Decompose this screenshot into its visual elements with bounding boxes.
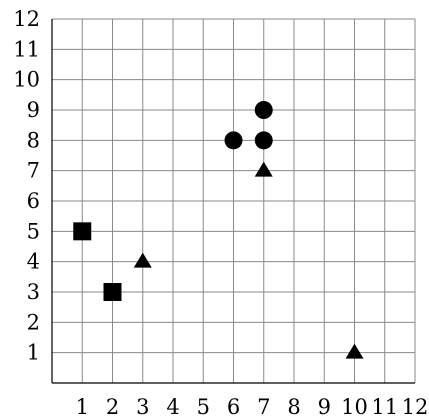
triangle-point bbox=[133, 252, 152, 268]
y-tick-label: 5 bbox=[27, 219, 40, 243]
x-tick-label: 5 bbox=[197, 395, 210, 419]
x-tick-label: 2 bbox=[106, 395, 119, 419]
y-tick-label: 3 bbox=[27, 280, 40, 304]
circle-point bbox=[224, 131, 243, 150]
circle-point bbox=[254, 101, 273, 119]
x-tick-label: 9 bbox=[318, 395, 331, 419]
x-tick-label: 4 bbox=[166, 395, 179, 419]
triangle-point bbox=[254, 161, 273, 177]
square-point bbox=[103, 283, 122, 301]
y-tick-label: 12 bbox=[13, 7, 40, 31]
y-tick-label: 6 bbox=[27, 189, 40, 213]
x-tick-label: 7 bbox=[257, 395, 270, 419]
y-tick-label: 2 bbox=[27, 310, 40, 334]
x-tick-label: 10 bbox=[341, 395, 368, 419]
y-tick-label: 11 bbox=[13, 37, 40, 61]
triangle-point bbox=[345, 343, 364, 359]
data-points bbox=[73, 101, 364, 359]
y-tick-label: 4 bbox=[27, 250, 40, 274]
y-tick-label: 10 bbox=[13, 68, 40, 92]
x-tick-label: 1 bbox=[76, 395, 89, 419]
x-tick-label: 8 bbox=[287, 395, 300, 419]
x-tick-labels: 1 2 3 4 5 6 7 8 9 10 11 12 bbox=[76, 395, 429, 419]
y-tick-label: 1 bbox=[27, 341, 40, 365]
circle-point bbox=[254, 131, 273, 150]
x-tick-label: 3 bbox=[136, 395, 149, 419]
y-tick-label: 9 bbox=[27, 98, 40, 122]
grid bbox=[52, 18, 416, 383]
x-tick-label: 6 bbox=[227, 395, 240, 419]
y-tick-label: 7 bbox=[27, 159, 40, 183]
axes bbox=[51, 19, 415, 384]
x-tick-label: 11 bbox=[371, 395, 398, 419]
square-point bbox=[73, 222, 92, 241]
y-tick-label: 8 bbox=[27, 128, 40, 152]
x-tick-label: 12 bbox=[402, 395, 429, 419]
